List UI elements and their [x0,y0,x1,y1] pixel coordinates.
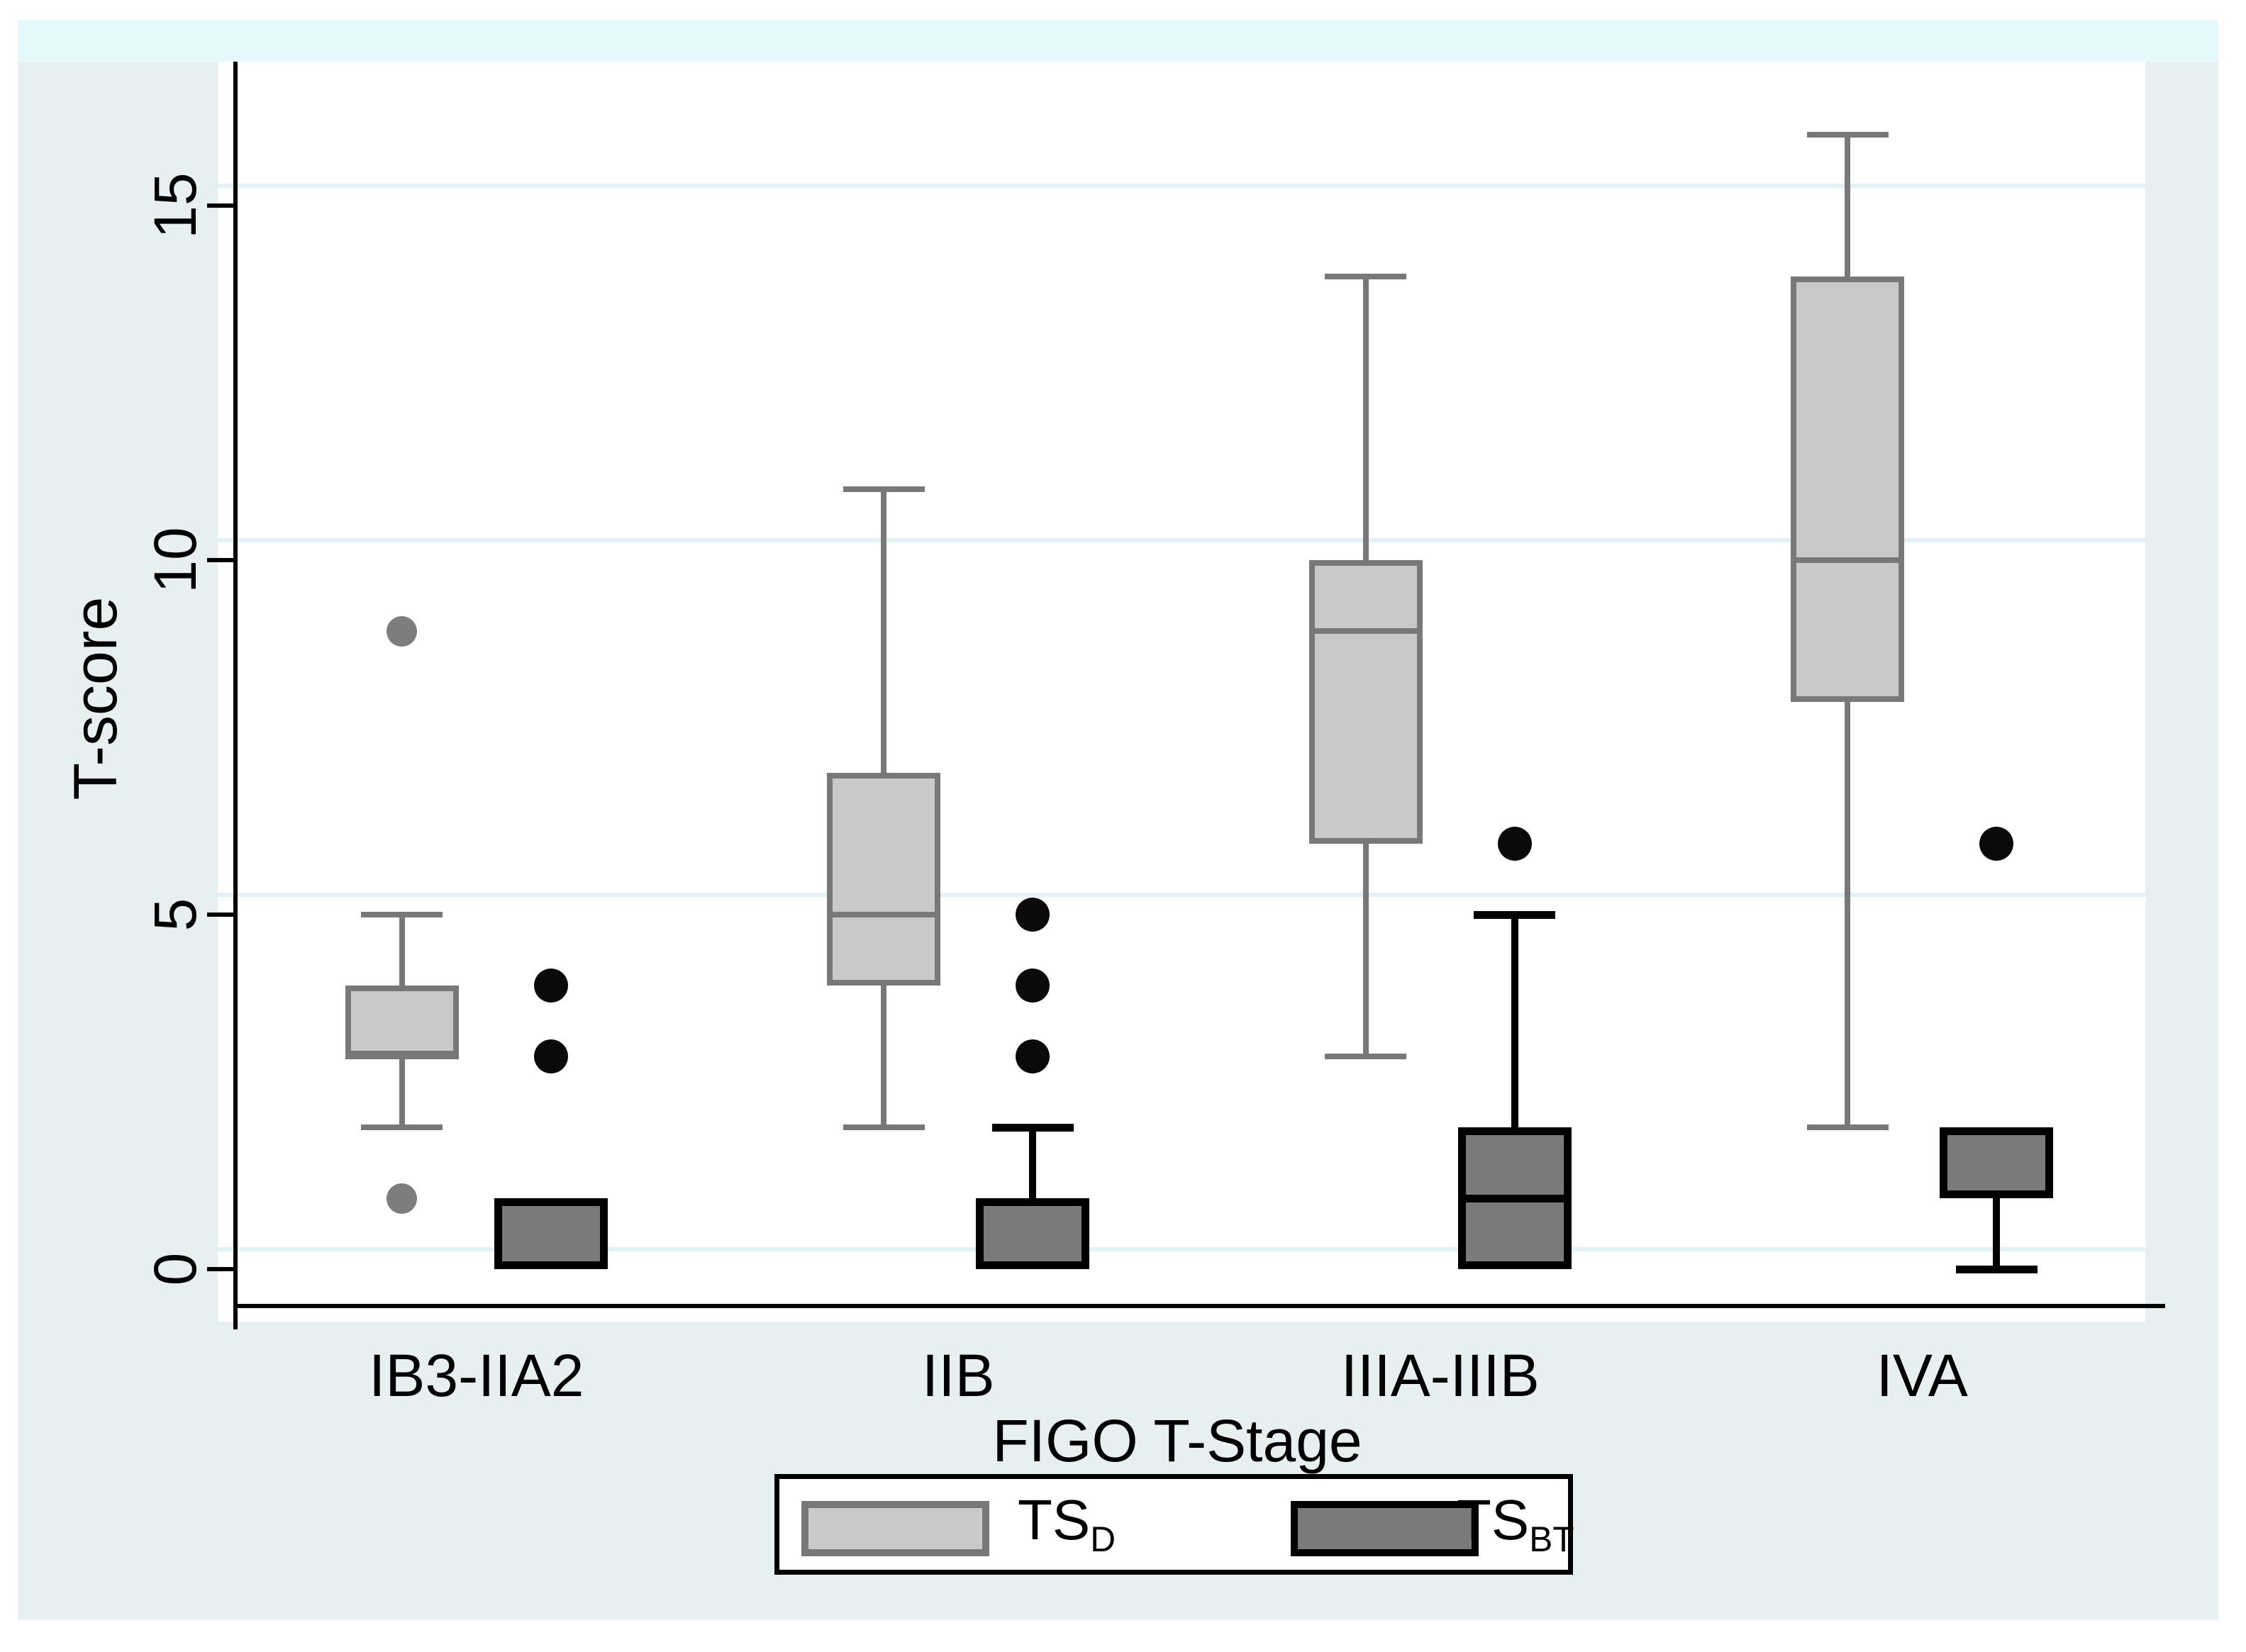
x-category-label-IIIA-IIIB: IIIA-IIIB [1340,1342,1540,1409]
figure-top-band [18,20,2218,62]
x-category-label-IVA: IVA [1876,1342,1968,1409]
x-axis-title: FIGO T-Stage [992,1407,1362,1474]
legend-label-subscript: D [1090,1519,1116,1559]
gridline-y-10 [218,538,2145,542]
box-tsbt-iib [976,1198,1090,1269]
whisker-stem-high-tsbt-iib [1029,1127,1037,1198]
outlier-dot-tsd-ib3-iia2-1 [387,1183,418,1214]
outlier-dot-tsbt-iva-6 [1979,827,2014,861]
legend-label-tsbt: TSBT [1457,1479,1574,1570]
y-tick-15 [207,203,235,208]
whisker-cap-high-tsd-iva [1806,132,1889,138]
whisker-cap-low-tsd-iib [843,1124,925,1130]
legend: TSD TSBT [774,1474,1574,1575]
whisker-stem-low-tsd-iiia-iiib [1362,844,1369,1056]
whisker-cap-high-tsd-iiia-iiib [1325,274,1407,279]
y-tick-label-text: 5 [142,898,209,932]
whisker-stem-high-tsd-iib [881,489,887,773]
box-tsd-ib3-iia2 [345,986,459,1056]
y-tick-label-text: 0 [142,1252,209,1286]
outlier-dot-tsbt-ib3-iia2-3 [533,1039,568,1073]
whisker-stem-high-tsd-ib3-iia2 [399,915,405,986]
gridline-y-0 [218,1247,2145,1251]
x-axis-line [233,1304,2165,1308]
legend-label-text: TS [1018,1488,1091,1551]
legend-label-text: TS [1457,1488,1530,1551]
outlier-dot-tsd-ib3-iia2-9 [387,615,418,647]
whisker-cap-low-tsd-ib3-iia2 [361,1124,443,1130]
y-axis-line [233,62,238,1329]
gridline-y-15 [218,184,2145,188]
whisker-stem-high-tsd-iva [1845,135,1851,277]
outlier-dot-tsbt-iib-4 [1016,969,1050,1003]
whisker-stem-low-tsbt-iva [1993,1198,2001,1269]
x-category-label-IIB: IIB [921,1342,995,1409]
x-category-label-IB3-IIA2: IB3-IIA2 [369,1342,584,1409]
y-tick-10 [207,558,235,562]
whisker-cap-low-tsd-iiia-iiib [1325,1054,1407,1059]
legend-label-tsd: TSD [1018,1479,1116,1570]
whisker-stem-low-tsd-ib3-iia2 [399,1056,405,1127]
whisker-cap-high-tsd-ib3-iia2 [361,912,443,917]
box-tsbt-iva [1940,1127,2054,1198]
outlier-dot-tsbt-iib-5 [1016,898,1050,932]
whisker-stem-low-tsd-iva [1845,702,1851,1127]
y-tick-5 [207,912,235,917]
median-line-tsd-iiia-iiib [1308,628,1423,634]
median-line-tsbt-iiia-iiib [1457,1194,1572,1202]
whisker-stem-high-tsd-iiia-iiib [1362,277,1369,560]
whisker-cap-low-tsbt-iva [1955,1265,2037,1273]
whisker-cap-low-tsd-iva [1806,1124,1889,1130]
legend-label-subscript: BT [1529,1519,1574,1559]
whisker-stem-high-tsbt-iiia-iiib [1511,915,1518,1127]
whisker-cap-high-tsbt-iib [991,1123,1074,1132]
box-tsd-iva [1791,277,1905,702]
median-line-tsd-ib3-iia2 [345,1054,459,1059]
legend-swatch-tsbt [1291,1501,1479,1556]
box-tsd-iiia-iiib [1308,560,1423,844]
y-tick-0 [207,1267,235,1271]
y-tick-label-text: 10 [142,527,209,593]
gridline-y-5 [218,893,2145,897]
legend-swatch-tsd [801,1501,989,1556]
whisker-stem-low-tsd-iib [881,986,887,1127]
median-line-tsd-iva [1791,557,1905,563]
box-tsd-iib [827,773,941,986]
whisker-cap-high-tsd-iib [843,486,925,492]
box-tsbt-ib3-iia2 [494,1198,608,1269]
outlier-dot-tsbt-ib3-iia2-4 [533,969,568,1003]
y-tick-label-text: 15 [142,172,209,239]
outlier-dot-tsbt-iib-3 [1016,1039,1050,1073]
outlier-dot-tsbt-iiia-iiib-6 [1497,827,1532,861]
whisker-cap-high-tsbt-iiia-iiib [1474,910,1556,919]
median-line-tsd-iib [827,912,941,917]
